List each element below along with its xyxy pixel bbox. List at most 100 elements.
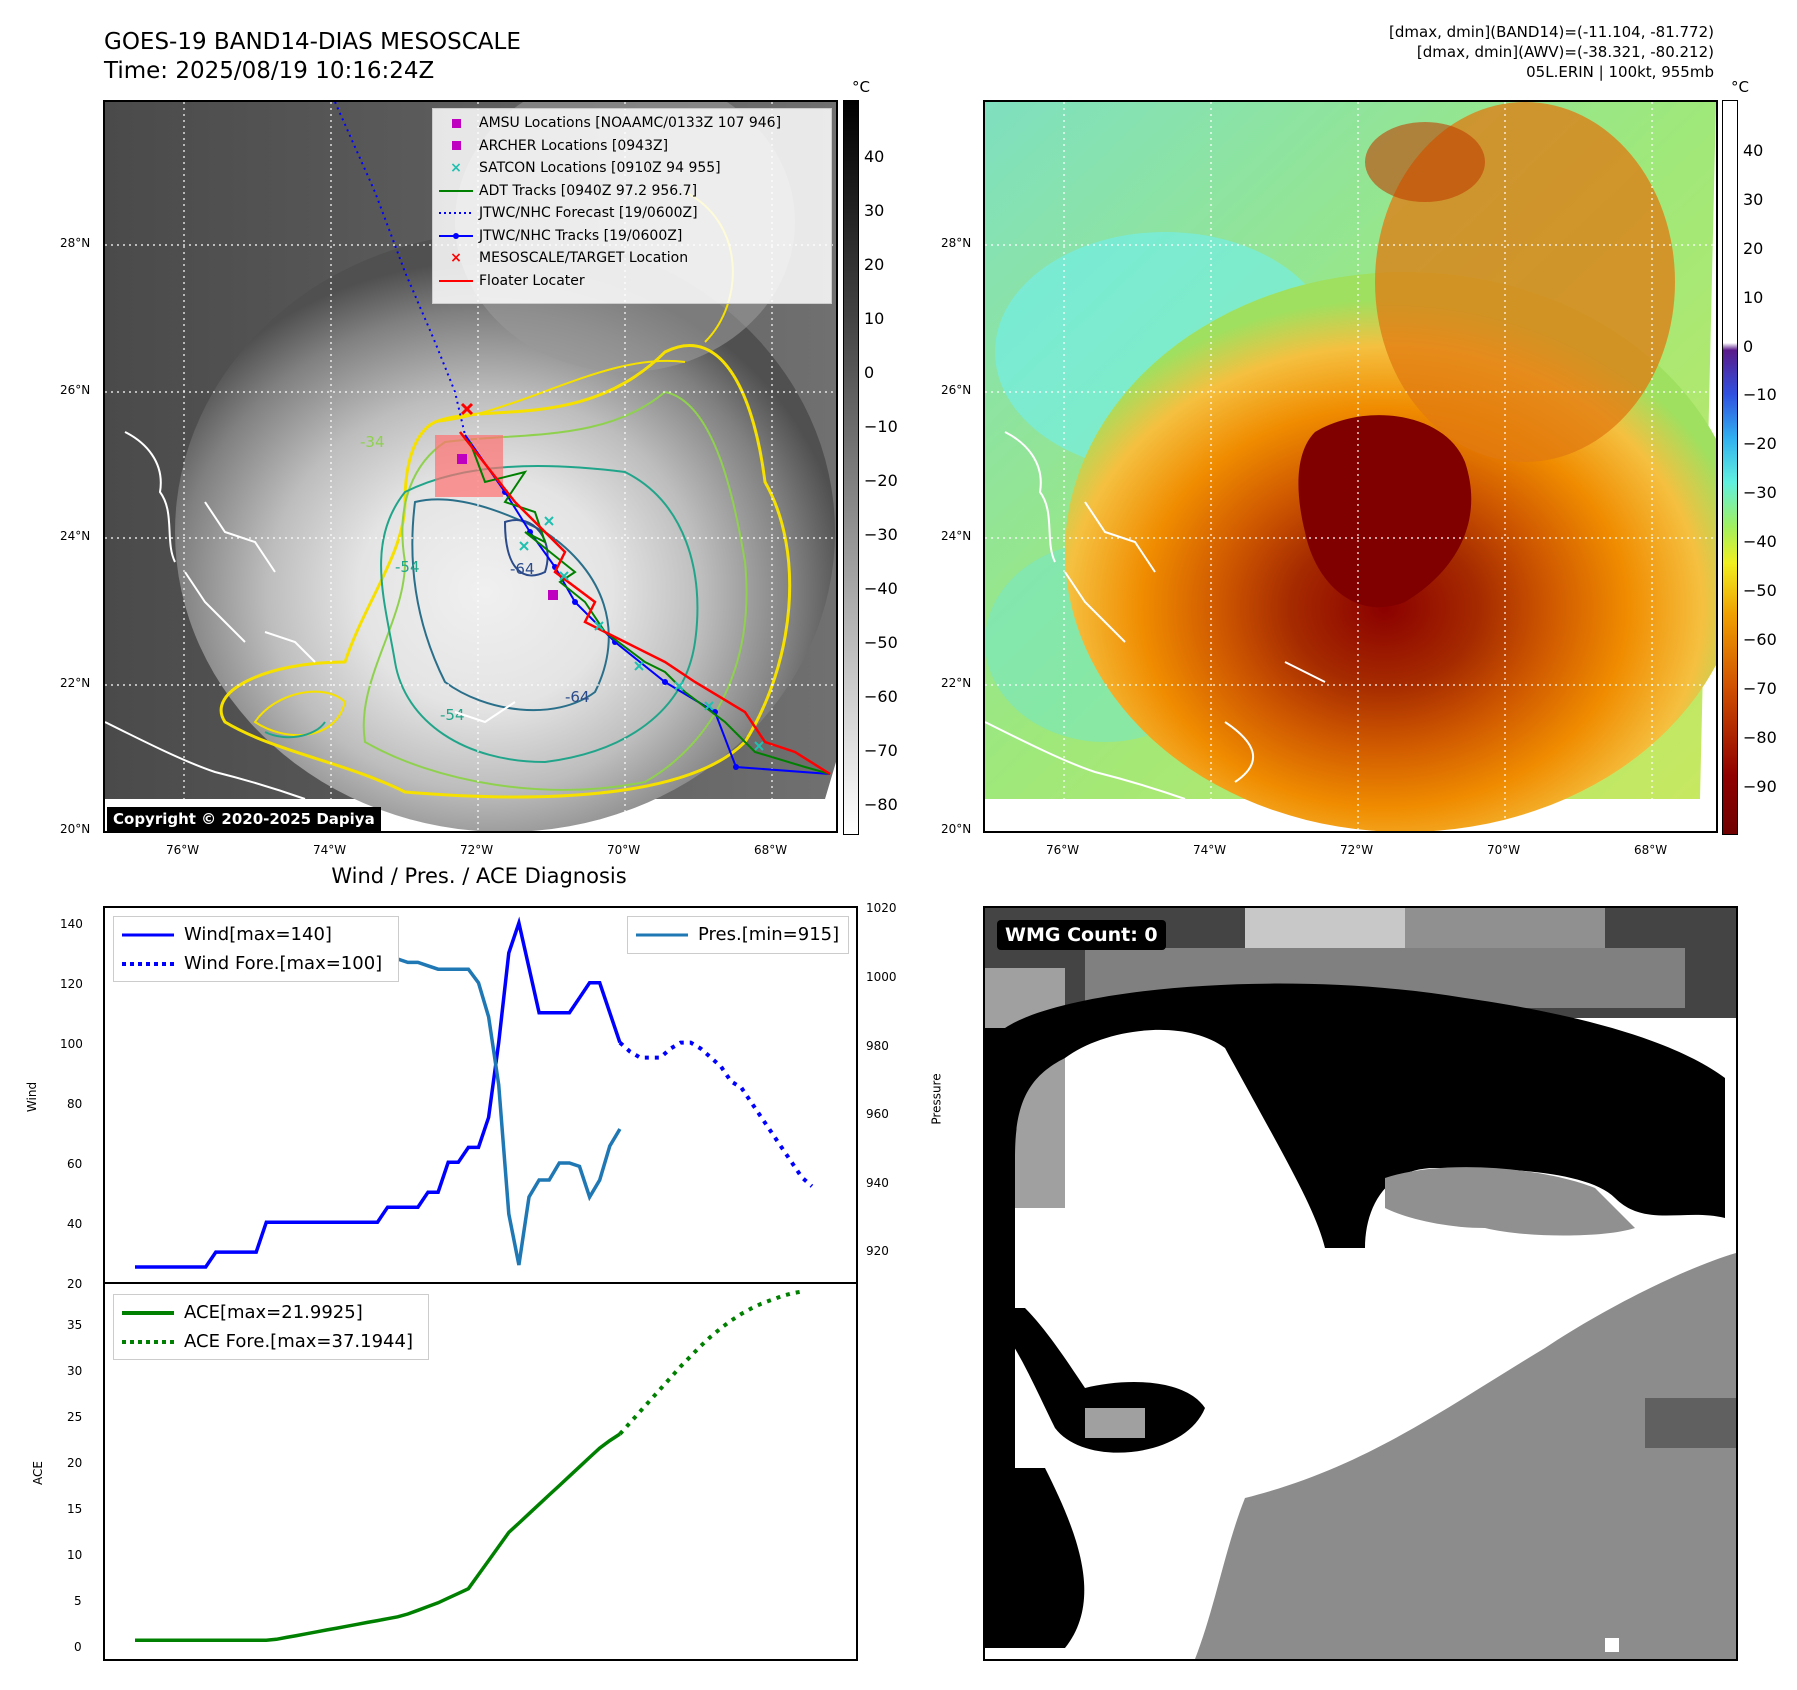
lat-label-24n: 24°N xyxy=(60,529,91,543)
gray-colorbar xyxy=(843,100,859,835)
wmg-grid xyxy=(985,908,1736,1659)
color-cbar-tick: 40 xyxy=(1743,141,1764,160)
wind-series-line xyxy=(135,916,622,1269)
color-cbar-tick: −30 xyxy=(1743,483,1777,502)
legend-row-jtwc-tracks: JTWC/NHC Tracks [19/0600Z] xyxy=(439,225,825,248)
ace-tick: 35 xyxy=(67,1318,83,1332)
pressure-tick: 1020 xyxy=(866,901,897,915)
ace-tick: 30 xyxy=(67,1364,83,1378)
ace-tick: 10 xyxy=(67,1548,83,1562)
archer-point xyxy=(457,454,467,464)
ace-plot xyxy=(135,1289,803,1643)
wmg-gray-blob xyxy=(1385,1167,1635,1236)
lat-label-28n: 28°N xyxy=(60,236,91,250)
ace-legend: ACE[max=21.9925] ACE Fore.[max=37.1944] xyxy=(113,1294,429,1360)
satcon-points xyxy=(519,516,764,751)
gray-cbar-tick: −20 xyxy=(864,471,898,490)
legend-row-adt: ADT Tracks [0940Z 97.2 956.7] xyxy=(439,182,698,199)
legend-pressure: Pres.[min=915] xyxy=(636,924,840,945)
color-ir-map-panel xyxy=(983,100,1718,833)
legend-row-satcon: × SATCON Locations [0910Z 94 955] xyxy=(450,160,721,177)
adt-track xyxy=(469,441,831,775)
wind-tick: 60 xyxy=(67,1157,83,1171)
color-colorbar xyxy=(1722,100,1738,835)
copyright-label: Copyright © 2020-2025 Dapiya xyxy=(107,807,381,831)
color-cbar-tick: 10 xyxy=(1743,288,1764,307)
ace-tick: 0 xyxy=(74,1640,82,1654)
target-location xyxy=(460,402,474,416)
legend-wind-fore: Wind Fore.[max=100] xyxy=(122,953,383,974)
diag-title: Wind / Pres. / ACE Diagnosis xyxy=(331,864,627,888)
coastline-hispaniola xyxy=(454,701,516,724)
color-cbar-tick: −60 xyxy=(1743,630,1777,649)
color-cbar-tick: −20 xyxy=(1743,434,1777,453)
legend-ace: ACE[max=21.9925] xyxy=(122,1302,363,1323)
gray-cbar-tick: −80 xyxy=(864,795,898,814)
color-cbar-tick: 30 xyxy=(1743,190,1764,209)
lat-label-20n: 20°N xyxy=(60,822,91,836)
ace-ylabel: ACE xyxy=(30,1461,45,1485)
wmg-count-label: WMG Count: 0 xyxy=(997,920,1166,950)
lon-label-74w: 74°W xyxy=(313,843,347,857)
legend-wind: Wind[max=140] xyxy=(122,924,332,945)
contour-label-2: -54 xyxy=(395,558,420,576)
wmg-black-ring xyxy=(985,983,1725,1528)
wind-tick: 20 xyxy=(67,1277,83,1291)
amsu-point xyxy=(548,590,558,600)
wind-tick: 80 xyxy=(67,1097,83,1111)
title-line-2: Time: 2025/08/19 10:16:24Z xyxy=(104,58,435,84)
lat-label-26n: 26°N xyxy=(941,383,972,397)
wind-pres-panel: Wind[max=140] Wind Fore.[max=100] Pres.[… xyxy=(103,906,858,1284)
wind-tick: 120 xyxy=(60,977,83,991)
legend-row-archer: ARCHER Locations [0943Z] xyxy=(439,135,825,158)
lon-label-68w: 68°W xyxy=(754,843,788,857)
figure-title: GOES-19 BAND14-DIAS MESOSCALE Time: 2025… xyxy=(104,28,521,86)
wind-forecast-line xyxy=(618,1040,814,1188)
ace-tick: 20 xyxy=(67,1456,83,1470)
pressure-tick: 1000 xyxy=(866,970,897,984)
contour-yellow xyxy=(219,344,792,799)
contour-label-4: -64 xyxy=(565,688,590,706)
pressure-tick: 920 xyxy=(866,1244,889,1258)
gray-cbar-tick: 0 xyxy=(864,363,875,382)
lon-label-70w: 70°W xyxy=(607,843,641,857)
gray-cbar-tick: 20 xyxy=(864,255,885,274)
contour-label-3: -34 xyxy=(360,433,385,451)
color-cbar-tick: 0 xyxy=(1743,337,1754,356)
pressure-legend: Pres.[min=915] xyxy=(627,916,849,954)
gray-cbar-tick: −70 xyxy=(864,741,898,760)
lat-label-24n: 24°N xyxy=(941,529,972,543)
info-line-2: [dmax, dmin](AWV)=(-38.321, -80.212) xyxy=(1416,43,1714,61)
gray-cbar-tick: −40 xyxy=(864,579,898,598)
lat-label-20n: 20°N xyxy=(941,822,972,836)
title-line-1: GOES-19 BAND14-DIAS MESOSCALE xyxy=(104,29,521,55)
lat-label-28n: 28°N xyxy=(941,236,972,250)
ace-series-line xyxy=(135,1432,621,1643)
ace-panel: ACE[max=21.9925] ACE Fore.[max=37.1944] xyxy=(103,1282,858,1661)
gray-cbar-tick: 10 xyxy=(864,309,885,328)
wmg-gray-region xyxy=(1195,1253,1736,1659)
contour-label-1: -64 xyxy=(510,560,535,578)
pressure-ylabel: Pressure xyxy=(929,1073,944,1125)
gray-cbar-unit: °C xyxy=(852,78,870,96)
storm-info: [dmax, dmin](BAND14)=(-11.104, -81.772) … xyxy=(1389,22,1714,82)
contour-teal xyxy=(380,465,699,764)
wind-tick: 100 xyxy=(60,1037,83,1051)
wind-legend: Wind[max=140] Wind Fore.[max=100] xyxy=(113,916,399,982)
ir-map-legend: AMSU Locations [NOAAMC/0133Z 107 946] AR… xyxy=(432,108,832,304)
color-cbar-tick: −90 xyxy=(1743,777,1777,796)
wmg-panel: WMG Count: 0 xyxy=(983,906,1738,1661)
color-cbar-tick: −10 xyxy=(1743,385,1777,404)
floater-locater-track xyxy=(459,431,831,776)
color-cbar-unit: °C xyxy=(1731,78,1749,96)
info-line-1: [dmax, dmin](BAND14)=(-11.104, -81.772) xyxy=(1389,23,1714,41)
pressure-tick: 940 xyxy=(866,1176,889,1190)
lon-label-72w: 72°W xyxy=(1340,843,1374,857)
legend-row-amsu: AMSU Locations [NOAAMC/0133Z 107 946] xyxy=(439,112,825,135)
gray-cbar-tick: −10 xyxy=(864,417,898,436)
gray-cbar-tick: −30 xyxy=(864,525,898,544)
ir-map-panel: -64 -54 -34 -64 -54 xyxy=(103,100,838,833)
lon-label-74w: 74°W xyxy=(1193,843,1227,857)
wind-tick: 40 xyxy=(67,1217,83,1231)
ace-tick: 25 xyxy=(67,1410,83,1424)
